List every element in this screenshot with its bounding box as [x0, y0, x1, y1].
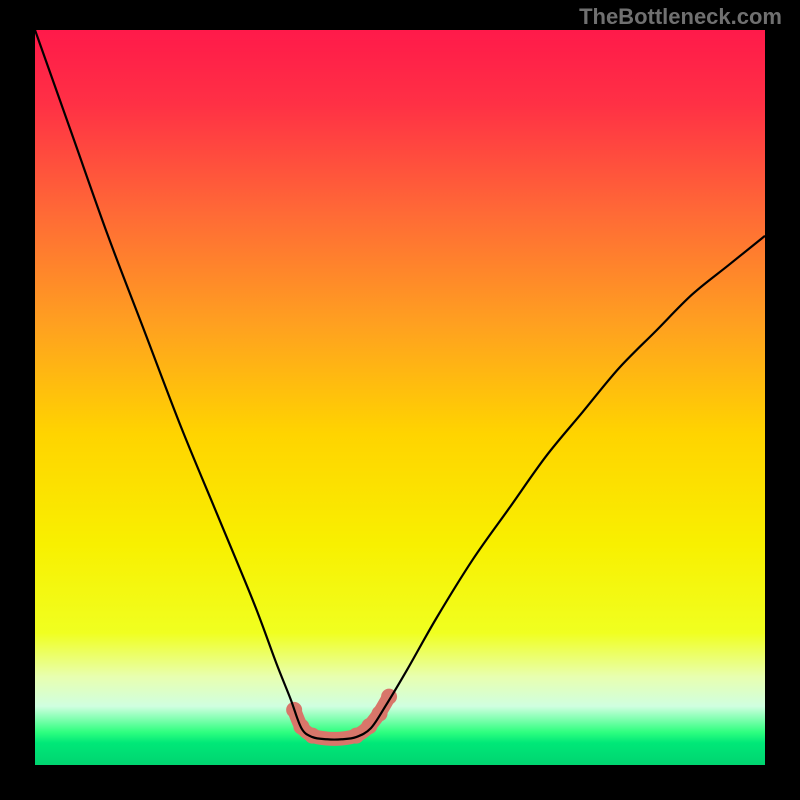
- chart-svg: [35, 30, 765, 765]
- highlight-dot: [361, 718, 377, 734]
- chart-container: TheBottleneck.com: [0, 0, 800, 800]
- plot-area: [35, 30, 765, 765]
- watermark-text: TheBottleneck.com: [579, 4, 782, 30]
